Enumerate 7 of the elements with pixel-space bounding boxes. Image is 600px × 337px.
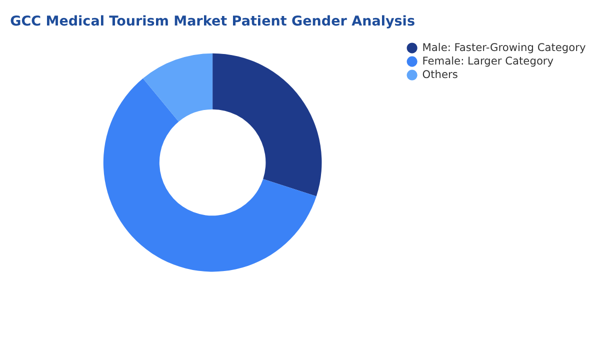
donut-slice [103,78,316,272]
donut-slice [212,53,322,196]
chart-title: GCC Medical Tourism Market Patient Gender Analysis [10,13,415,30]
donut-slice [142,53,213,122]
legend-label: Female: Larger Category [422,54,554,68]
legend-label: Others [422,68,458,81]
legend-label: Male: Faster-Growing Category [422,40,586,54]
